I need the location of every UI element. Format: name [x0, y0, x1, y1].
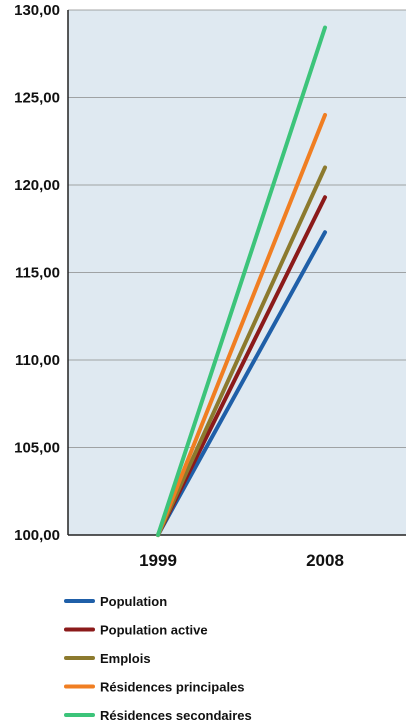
- series-line: [156, 113, 327, 537]
- series-line: [156, 25, 327, 537]
- series-line: [156, 165, 327, 537]
- y-tick-label: 110,00: [15, 352, 60, 369]
- legend-label: Emplois: [100, 651, 151, 666]
- series-line: [156, 195, 327, 537]
- y-tick-label: 130,00: [14, 2, 60, 19]
- x-category-label: 2008: [306, 551, 344, 570]
- series-line: [156, 230, 327, 537]
- y-axis-tick-labels: 100,00 105,00 110,00 115,00 120,00 125,00 130,…: [14, 2, 60, 544]
- legend-label: Population active: [100, 623, 208, 638]
- series-lines: [156, 25, 327, 537]
- y-tick-label: 115,00: [15, 265, 60, 282]
- x-axis-category-labels: 1999 2008: [139, 551, 344, 570]
- y-tick-label: 105,00: [14, 440, 60, 457]
- y-tick-label: 125,00: [14, 90, 60, 107]
- legend-label: Résidences principales: [100, 680, 245, 695]
- y-tick-label: 120,00: [14, 177, 60, 194]
- x-category-label: 1999: [139, 551, 177, 570]
- y-tick-label: 100,00: [14, 527, 60, 544]
- legend: Population Population active Emplois Réside…: [64, 594, 252, 723]
- legend-label: Résidences secondaires: [100, 708, 252, 723]
- legend-label: Population: [100, 594, 167, 609]
